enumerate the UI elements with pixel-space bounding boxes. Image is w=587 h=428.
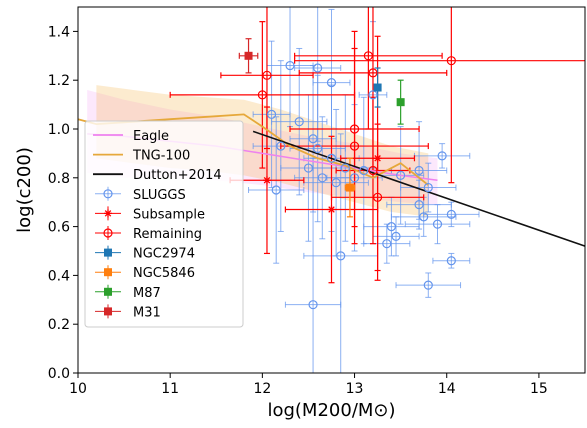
sluggs-point xyxy=(308,300,318,310)
remaining-point xyxy=(257,90,267,100)
legend-label-dutton-2014: Dutton+2014 xyxy=(133,168,222,183)
sluggs-point xyxy=(276,141,286,151)
subsample-point xyxy=(373,154,382,163)
x-tick-label: 14 xyxy=(438,381,456,397)
legend-label-eagle: Eagle xyxy=(133,129,169,144)
y-tick-label: 0.6 xyxy=(48,220,70,236)
legend-label-sluggs: SLUGGS xyxy=(133,188,186,203)
legend-label-ngc2974: NGC2974 xyxy=(133,247,195,262)
legend-box xyxy=(84,120,244,328)
sluggs-point xyxy=(308,134,318,144)
sluggs-point xyxy=(446,209,456,219)
legend-marker-m87 xyxy=(104,287,112,296)
remaining-point xyxy=(446,56,456,66)
sluggs-point xyxy=(313,63,323,73)
m31-point xyxy=(244,51,253,60)
sluggs-point xyxy=(423,182,433,193)
legend-label-subsample: Subsample xyxy=(133,207,205,222)
sluggs-point xyxy=(386,222,397,232)
legend-marker-ngc5846 xyxy=(104,268,112,277)
x-tick-label: 10 xyxy=(69,381,87,397)
legend-label-ngc5846: NGC5846 xyxy=(133,266,195,281)
legend-marker-m31 xyxy=(104,307,112,316)
sluggs-point xyxy=(391,231,401,241)
remaining-point xyxy=(349,124,360,134)
legend: Eagle TNG-100 Dutton+2014 SLUGGS Subsample Re… xyxy=(84,120,244,328)
sluggs-point xyxy=(446,256,456,266)
legend-marker-ngc2974 xyxy=(104,248,112,257)
y-tick-label: 1.0 xyxy=(48,122,70,138)
sluggs-point xyxy=(396,170,406,180)
y-tick-label: 1.4 xyxy=(48,24,70,40)
legend-label-m87: M87 xyxy=(133,286,161,301)
m87-point xyxy=(396,98,405,107)
sluggs-point xyxy=(432,219,443,229)
sluggs-point xyxy=(313,143,323,154)
y-tick-label: 1.2 xyxy=(48,73,70,89)
legend-label-tng-100: TNG-100 xyxy=(132,149,190,164)
legend-marker-subsample xyxy=(104,209,112,218)
remaining-point xyxy=(349,141,360,151)
sluggs-point xyxy=(336,251,346,261)
subsample-point xyxy=(262,176,271,185)
x-axis-label: log(M200/M⊙) xyxy=(267,400,395,421)
sluggs-point xyxy=(419,212,429,222)
y-tick-label: 0.8 xyxy=(48,171,70,187)
axis-ticks: 10 11 12 13 14 15 0.0 0.2 0.4 0.6 0.8 1.0 1.2 1.4 xyxy=(48,24,548,397)
legend-marker-remaining xyxy=(103,228,113,238)
remaining-point xyxy=(372,192,383,202)
sluggs-point xyxy=(359,165,369,176)
y-tick-label: 0.0 xyxy=(48,366,70,382)
sluggs-point xyxy=(271,185,281,195)
sluggs-point xyxy=(317,173,327,183)
x-tick-label: 11 xyxy=(161,381,179,397)
data-points xyxy=(244,51,456,310)
sluggs-point xyxy=(349,173,360,183)
sluggs-point xyxy=(340,163,350,173)
sluggs-point xyxy=(266,109,277,119)
plot-frame xyxy=(77,6,586,374)
y-tick-label: 0.2 xyxy=(48,317,70,333)
sluggs-point xyxy=(414,200,424,210)
sluggs-point xyxy=(331,178,341,188)
legend-marker-sluggs xyxy=(103,189,113,199)
sluggs-point xyxy=(382,239,392,249)
sluggs-point xyxy=(368,90,378,100)
legend-label-remaining: Remaining xyxy=(133,227,202,242)
legend-label-m31: M31 xyxy=(133,305,161,320)
sluggs-point xyxy=(326,78,337,88)
y-axis-label: log(c200) xyxy=(14,147,35,233)
dutton-2014-line xyxy=(252,130,586,247)
x-tick-label: 15 xyxy=(530,381,548,397)
remaining-point xyxy=(363,51,373,61)
y-tick-label: 0.4 xyxy=(48,268,70,284)
ngc2974-point xyxy=(373,83,382,92)
remaining-point xyxy=(368,165,378,176)
x-tick-label: 12 xyxy=(253,381,271,397)
ngc5846-point xyxy=(345,183,354,192)
sluggs-point xyxy=(326,153,337,163)
sluggs-point xyxy=(437,151,447,161)
sluggs-point xyxy=(285,60,295,71)
sluggs-point xyxy=(303,163,314,173)
sluggs-point xyxy=(423,280,433,290)
remaining-point xyxy=(262,70,272,80)
subsample-point xyxy=(327,205,336,214)
x-tick-label: 13 xyxy=(346,381,364,397)
sluggs-point xyxy=(414,165,424,176)
sluggs-point xyxy=(294,117,304,127)
remaining-point xyxy=(368,68,378,78)
